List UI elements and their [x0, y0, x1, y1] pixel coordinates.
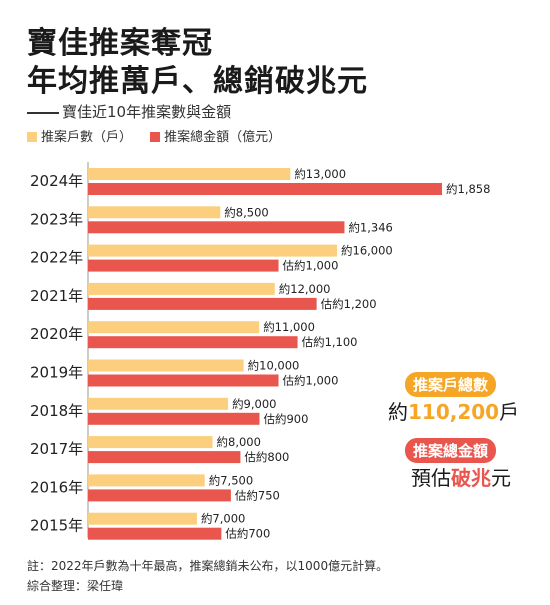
data-label-amount: 估約1,100: [302, 335, 358, 349]
category-label: 2021年: [30, 287, 83, 305]
legend-item-households: 推案戶數（戶）: [27, 126, 132, 145]
data-label-households: 約9,000: [232, 397, 276, 411]
bar-amount: [88, 527, 222, 540]
data-label-amount: 估約1,200: [321, 297, 377, 311]
total-households-badge: 推案戶總數: [405, 372, 497, 397]
bar-amount: [88, 221, 345, 234]
category-label: 2017年: [30, 440, 83, 458]
legend: 推案戶數（戶） 推案總金額（億元）: [27, 126, 295, 145]
bar-amount: [88, 451, 241, 464]
bar-households: [88, 282, 275, 295]
total-amount-suffix: 元: [491, 466, 511, 490]
footnote: 註：2022年戶數為十年最高，推案總銷未公布，以1000億元計算。: [27, 559, 389, 573]
data-label-households: 約13,000: [294, 167, 346, 181]
bar-households: [88, 206, 221, 219]
category-label: 2018年: [30, 402, 83, 420]
bar-amount: [88, 336, 298, 349]
category-label: 2019年: [30, 364, 83, 382]
total-households-suffix: 戶: [499, 400, 520, 424]
bar-households: [88, 512, 197, 525]
data-label-amount: 估約1,000: [283, 374, 339, 388]
data-label-households: 約12,000: [279, 282, 331, 296]
data-label-amount: 估約750: [235, 488, 280, 502]
data-label-households: 約7,500: [209, 473, 253, 487]
title-line-2: 年均推萬戶、總銷破兆元: [27, 64, 368, 99]
legend-label-households: 推案戶數（戶）: [41, 130, 133, 145]
subtitle-dash: [27, 111, 59, 114]
category-label: 2024年: [30, 172, 83, 190]
data-label-households: 約16,000: [341, 244, 393, 258]
total-households-number: 110,200: [408, 400, 500, 424]
bar-households: [88, 397, 229, 410]
data-label-amount: 約1,858: [446, 182, 490, 196]
bar-amount: [88, 374, 279, 387]
legend-swatch-amount: [150, 132, 161, 142]
bar-amount: [88, 297, 317, 310]
bar-amount: [88, 412, 260, 425]
data-label-amount: 估約900: [263, 412, 308, 426]
total-households-value: 約110,200戶: [388, 396, 519, 425]
category-label: 2016年: [30, 478, 83, 496]
legend-label-amount: 推案總金額（億元）: [164, 130, 282, 145]
total-amount-prefix: 預估: [411, 466, 451, 490]
bar-households: [88, 321, 260, 334]
data-label-households: 約10,000: [248, 359, 300, 373]
category-label: 2020年: [30, 325, 83, 343]
data-label-households: 約8,500: [224, 205, 268, 219]
legend-swatch-households: [27, 132, 37, 142]
data-label-amount: 估約1,000: [283, 259, 339, 273]
bar-amount: [88, 489, 231, 502]
bar-amount: [88, 259, 279, 272]
category-label: 2023年: [30, 210, 83, 228]
category-label: 2022年: [30, 249, 83, 267]
data-label-households: 約7,000: [201, 512, 245, 526]
data-label-households: 約11,000: [263, 320, 315, 334]
subtitle: 寶佳近10年推案數與金額: [27, 101, 231, 122]
bar-chart: 2024年 約13,000 約1,858 2023年 約8,500 約1,346 2022年…: [30, 162, 490, 541]
credit: 綜合整理：梁任瑋: [27, 579, 124, 593]
data-label-amount: 約1,346: [348, 220, 392, 234]
bar-households: [88, 359, 244, 372]
legend-item-amount: 推案總金額（億元）: [150, 126, 281, 145]
total-amount-highlight: 破兆: [451, 466, 491, 490]
total-amount-value: 預估破兆元: [411, 462, 511, 491]
bar-households: [88, 244, 337, 257]
total-households-prefix: 約: [388, 400, 408, 424]
bar-households: [88, 474, 205, 487]
data-label-households: 約8,000: [217, 435, 261, 449]
bar-amount: [88, 183, 442, 195]
data-label-amount: 估約800: [244, 450, 289, 464]
data-label-amount: 估約700: [225, 527, 270, 541]
total-amount-badge: 推案總金額: [405, 438, 497, 463]
category-label: 2015年: [30, 517, 83, 535]
title-line-1: 寶佳推案奪冠: [27, 26, 213, 61]
bar-households: [88, 436, 213, 449]
subtitle-text: 寶佳近10年推案數與金額: [62, 103, 232, 121]
bar-households: [88, 168, 291, 180]
